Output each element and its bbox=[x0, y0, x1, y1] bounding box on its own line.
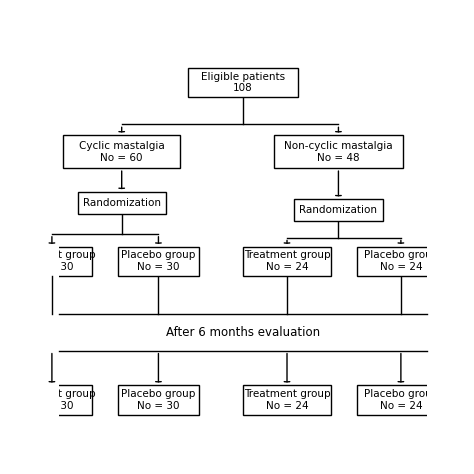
FancyBboxPatch shape bbox=[357, 385, 445, 415]
Text: Non-cyclic mastalgia
No = 48: Non-cyclic mastalgia No = 48 bbox=[284, 141, 393, 163]
FancyBboxPatch shape bbox=[274, 136, 403, 168]
Text: Randomization: Randomization bbox=[82, 198, 161, 208]
Text: Placebo group
No = 30: Placebo group No = 30 bbox=[121, 250, 196, 272]
FancyBboxPatch shape bbox=[11, 246, 92, 276]
FancyBboxPatch shape bbox=[243, 246, 331, 276]
FancyBboxPatch shape bbox=[357, 246, 445, 276]
Text: Treatment group
No = 30: Treatment group No = 30 bbox=[9, 389, 95, 411]
Text: Placebo group
No = 30: Placebo group No = 30 bbox=[121, 389, 196, 411]
Text: Treatment group
No = 24: Treatment group No = 24 bbox=[244, 250, 330, 272]
FancyBboxPatch shape bbox=[243, 385, 331, 415]
Text: Placebo group
No = 24: Placebo group No = 24 bbox=[364, 389, 438, 411]
Text: Treatment group
No = 30: Treatment group No = 30 bbox=[9, 250, 95, 272]
Text: Placebo group
No = 24: Placebo group No = 24 bbox=[364, 250, 438, 272]
FancyBboxPatch shape bbox=[63, 136, 181, 168]
FancyBboxPatch shape bbox=[118, 385, 199, 415]
FancyBboxPatch shape bbox=[11, 385, 92, 415]
Text: Cyclic mastalgia
No = 60: Cyclic mastalgia No = 60 bbox=[79, 141, 164, 163]
Text: Eligible patients
108: Eligible patients 108 bbox=[201, 72, 285, 93]
Text: Randomization: Randomization bbox=[300, 205, 377, 215]
FancyBboxPatch shape bbox=[78, 192, 166, 214]
Text: Treatment group
No = 24: Treatment group No = 24 bbox=[244, 389, 330, 411]
FancyBboxPatch shape bbox=[118, 246, 199, 276]
FancyBboxPatch shape bbox=[294, 199, 383, 221]
Text: After 6 months evaluation: After 6 months evaluation bbox=[166, 326, 320, 339]
FancyBboxPatch shape bbox=[188, 68, 298, 97]
